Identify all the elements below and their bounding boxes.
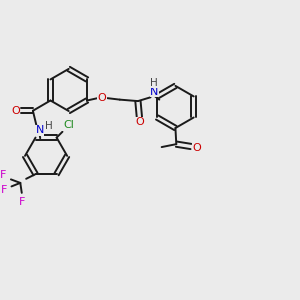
Text: F: F — [0, 170, 7, 180]
Text: O: O — [192, 143, 201, 153]
Text: N: N — [150, 87, 158, 97]
Text: H: H — [151, 78, 158, 88]
Text: Cl: Cl — [63, 120, 74, 130]
Text: O: O — [98, 93, 106, 103]
Text: O: O — [11, 106, 20, 116]
Text: N: N — [35, 125, 44, 135]
Text: O: O — [135, 118, 144, 128]
Text: F: F — [1, 185, 7, 195]
Text: H: H — [44, 121, 52, 131]
Text: F: F — [19, 196, 25, 207]
